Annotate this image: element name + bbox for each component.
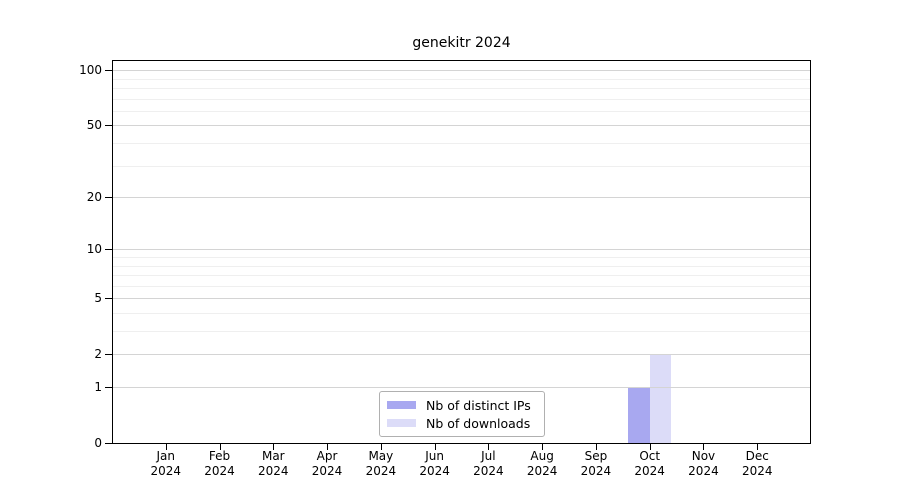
x-tick-mark — [649, 444, 651, 450]
bar-distinct-ips-oct — [628, 387, 650, 443]
y-tick-label: 100 — [79, 63, 102, 78]
y-minor-gridline — [113, 78, 810, 80]
x-tick-label-dec: Dec 2024 — [741, 449, 773, 478]
bar-downloads-oct — [649, 354, 672, 443]
x-tick-mark — [219, 444, 221, 450]
x-tick-mark — [595, 444, 597, 450]
y-major-gridline — [113, 249, 810, 251]
y-tick-mark — [105, 249, 112, 251]
x-tick-label-oct: Oct 2024 — [634, 449, 665, 478]
y-tick-mark — [105, 298, 112, 300]
y-tick-mark — [105, 443, 112, 444]
y-tick-mark — [105, 125, 112, 127]
y-minor-gridline — [113, 88, 810, 90]
y-major-gridline — [113, 387, 810, 388]
y-major-gridline — [113, 298, 810, 300]
x-tick-label-jun: Jun 2024 — [419, 449, 450, 478]
y-tick-label: 0 — [94, 436, 102, 450]
y-minor-gridline — [113, 265, 810, 267]
x-tick-mark — [542, 444, 544, 450]
x-tick-label-sep: Sep 2024 — [580, 449, 612, 478]
y-tick-label: 5 — [94, 291, 102, 306]
x-tick-mark — [165, 444, 167, 450]
y-tick-mark — [105, 387, 112, 388]
bars-layer — [113, 61, 810, 443]
x-tick-label-may: May 2024 — [365, 449, 397, 478]
y-tick-label: 10 — [86, 242, 102, 257]
y-tick-label: 1 — [94, 380, 102, 394]
y-minor-gridline — [113, 257, 810, 258]
y-major-gridline — [113, 125, 810, 127]
y-minor-gridline — [113, 143, 810, 145]
x-tick-label-nov: Nov 2024 — [688, 449, 719, 478]
x-tick-mark — [380, 444, 382, 450]
legend-label-downloads: Nb of downloads — [426, 415, 531, 431]
y-major-gridline — [113, 70, 810, 72]
x-tick-label-jul: Jul 2024 — [473, 449, 504, 478]
grid-layer — [113, 61, 810, 443]
x-tick-mark — [488, 444, 490, 450]
x-tick-mark — [703, 444, 705, 450]
x-tick-label-mar: Mar 2024 — [258, 449, 289, 478]
y-minor-gridline — [113, 312, 810, 314]
y-minor-gridline — [113, 165, 810, 167]
legend: Nb of distinct IPs Nb of downloads — [379, 391, 545, 437]
downloads-swatch-icon — [387, 419, 416, 427]
y-major-gridline — [113, 354, 810, 356]
y-minor-gridline — [113, 275, 810, 277]
x-tick-mark — [434, 444, 436, 450]
plot-area: Nb of distinct IPs Nb of downloads — [112, 60, 811, 444]
x-tick-label-apr: Apr 2024 — [311, 449, 343, 478]
y-major-gridline — [113, 197, 810, 199]
x-tick-mark — [757, 444, 759, 450]
x-tick-label-aug: Aug 2024 — [526, 449, 558, 478]
y-tick-mark — [105, 197, 112, 199]
y-minor-gridline — [113, 110, 810, 112]
y-tick-label: 2 — [94, 347, 102, 362]
y-tick-mark — [105, 70, 112, 72]
x-tick-mark — [327, 444, 329, 450]
distinct-ips-swatch-icon — [387, 401, 416, 409]
x-tick-label-feb: Feb 2024 — [204, 449, 235, 478]
legend-entry-distinct-ips: Nb of distinct IPs — [387, 398, 536, 413]
y-minor-gridline — [113, 285, 810, 287]
x-tick-mark — [273, 444, 275, 450]
y-minor-gridline — [113, 98, 810, 100]
x-tick-label-jan: Jan 2024 — [150, 449, 182, 478]
legend-entry-downloads: Nb of downloads — [387, 416, 536, 431]
y-tick-label: 50 — [86, 118, 102, 133]
y-minor-gridline — [113, 331, 810, 333]
y-tick-label: 20 — [86, 190, 102, 205]
legend-label-distinct-ips: Nb of distinct IPs — [426, 397, 531, 413]
chart-title: genekitr 2024 — [412, 35, 511, 51]
y-tick-mark — [105, 354, 112, 356]
